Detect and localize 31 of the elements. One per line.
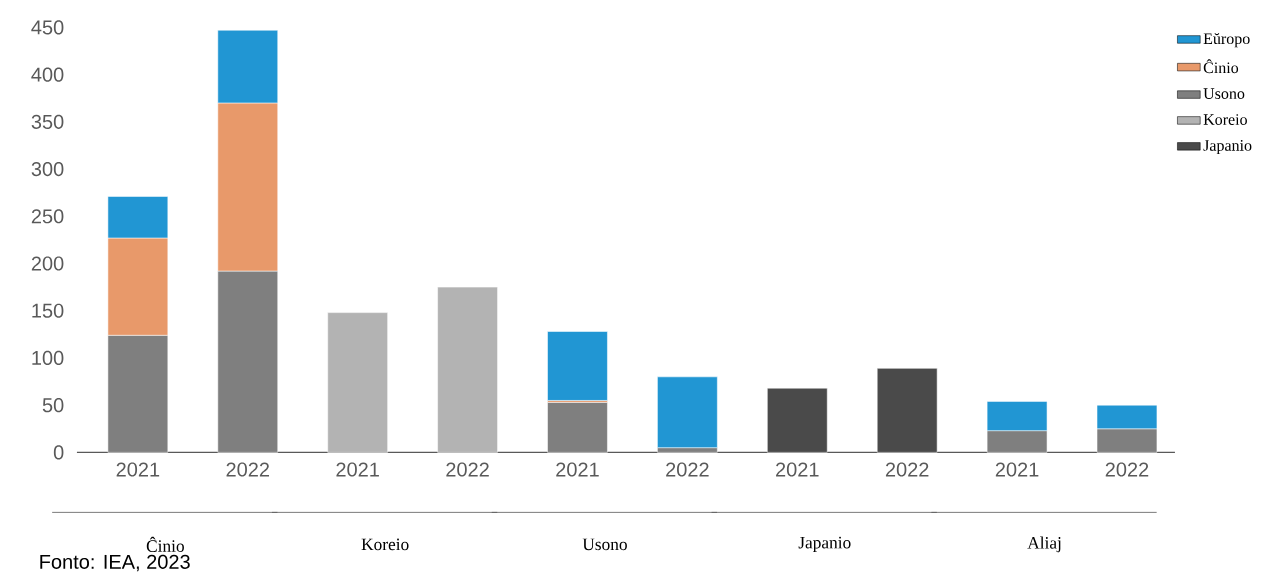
y-tick-label: 150 xyxy=(32,303,64,318)
legend-label: Koreio xyxy=(1203,114,1247,125)
text: Koreio xyxy=(361,538,409,551)
x-tick-label: 2021 xyxy=(995,462,1039,477)
x-tick-label: 2022 xyxy=(1105,462,1149,477)
x-tick-label: 2021 xyxy=(116,462,160,477)
y-tick-label: 200 xyxy=(31,256,64,271)
x-tick-label: 2022 xyxy=(885,462,929,477)
x-tick-label: 2022 xyxy=(446,462,489,477)
y-tick-label: 50 xyxy=(42,398,64,413)
x-tick-label: 2021 xyxy=(336,462,379,477)
legend-label: Eŭropo xyxy=(1203,32,1250,48)
y-tick-label: 350 xyxy=(31,114,64,129)
legend-label: Ĉinio xyxy=(1203,59,1239,74)
y-tick-label: 450 xyxy=(31,20,64,35)
x-tick-label: 2022 xyxy=(226,462,270,477)
x-tick-label: 2021 xyxy=(556,462,599,477)
legend-label: Usono xyxy=(1203,88,1245,99)
text: Japanio xyxy=(798,536,851,552)
y-tick-label: 300 xyxy=(31,161,64,177)
text: Fonto: IEA, 2023 xyxy=(40,554,190,572)
y-tick-label: 100 xyxy=(32,350,64,366)
y-tick-label: 400 xyxy=(31,67,64,82)
y-tick-label: 250 xyxy=(31,209,64,224)
x-tick-label: 2021 xyxy=(776,462,819,477)
x-tick-label: 2022 xyxy=(666,462,709,477)
text: Aliaj xyxy=(1027,536,1061,553)
legend-label: Japanio xyxy=(1203,140,1252,155)
text: Usono xyxy=(582,538,627,551)
y-tick-label: 0 xyxy=(53,445,64,460)
text: Ĉinio xyxy=(146,536,184,552)
